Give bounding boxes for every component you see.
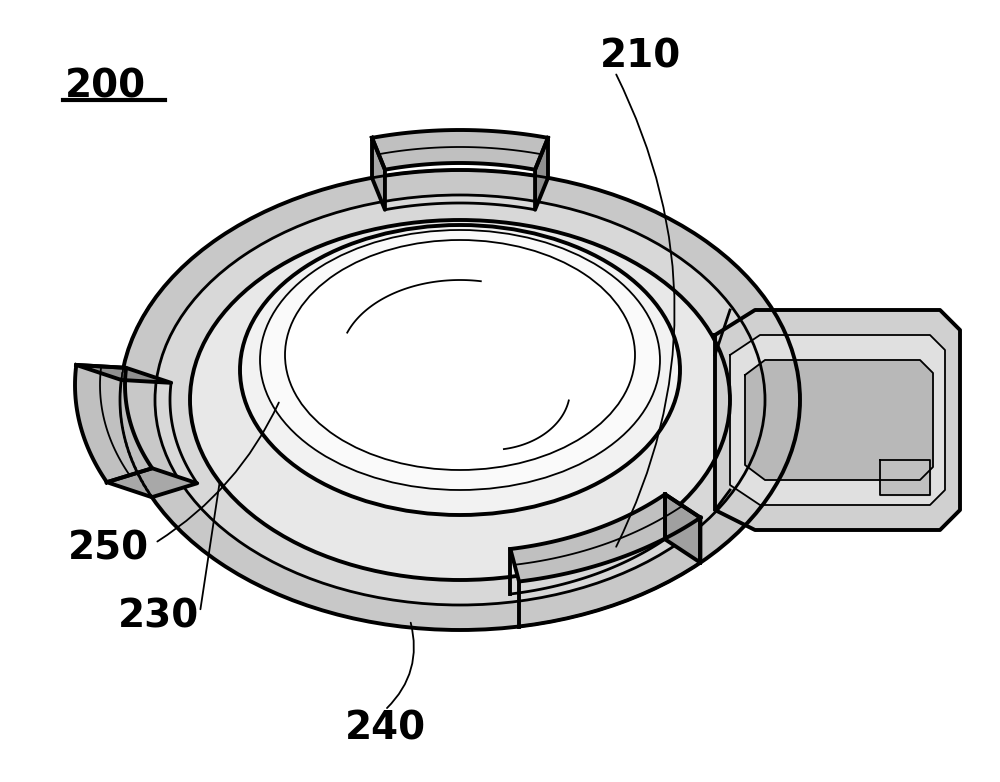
Text: 200: 200 [65, 68, 146, 106]
Polygon shape [372, 138, 385, 210]
Polygon shape [715, 310, 960, 530]
Polygon shape [730, 335, 945, 505]
Text: 240: 240 [345, 710, 426, 748]
Polygon shape [510, 494, 700, 582]
Polygon shape [372, 130, 548, 170]
Text: 230: 230 [118, 598, 199, 636]
Ellipse shape [285, 240, 635, 470]
Ellipse shape [120, 170, 800, 630]
Polygon shape [535, 138, 548, 210]
Ellipse shape [155, 195, 765, 605]
Ellipse shape [240, 225, 680, 515]
Text: 210: 210 [600, 38, 681, 76]
Ellipse shape [190, 220, 730, 580]
Polygon shape [665, 494, 700, 562]
Polygon shape [107, 468, 197, 497]
Polygon shape [880, 460, 930, 495]
Text: 250: 250 [68, 530, 149, 568]
Polygon shape [76, 365, 171, 383]
Ellipse shape [260, 230, 660, 490]
Polygon shape [745, 360, 933, 480]
Polygon shape [75, 365, 152, 482]
